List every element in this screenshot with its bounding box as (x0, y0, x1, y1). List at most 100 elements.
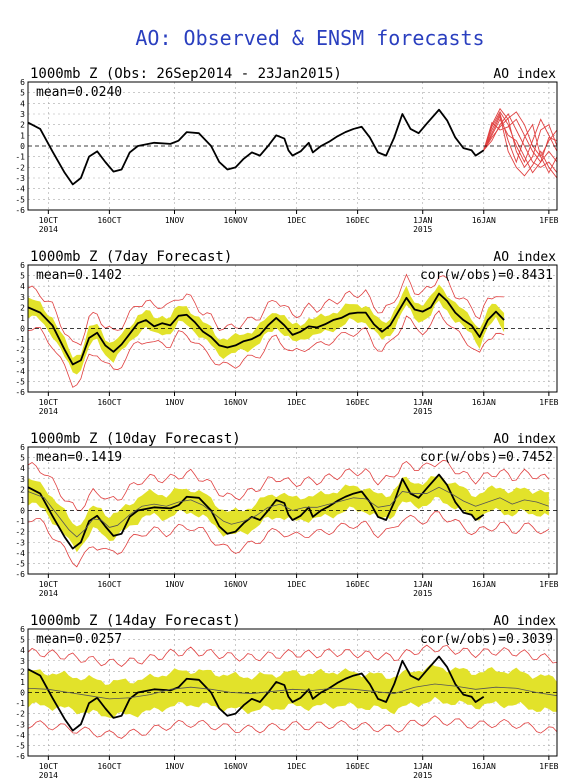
x-tick-label: 1DEC (287, 216, 306, 225)
x-tick-label: 1DEC (287, 762, 306, 771)
x-tick-label: 1NOV (165, 216, 184, 225)
y-tick-label: 5 (20, 636, 25, 645)
correlation-label: cor(w/obs)=0.8431 (420, 268, 553, 283)
y-tick-label: 2 (20, 121, 25, 130)
x-tick-label: 1DEC (287, 580, 306, 589)
envelope-lower (27, 511, 550, 568)
x-tick-label: 16NOV (223, 398, 247, 407)
spread-band (28, 663, 557, 719)
mean-label: mean=0.0240 (36, 85, 122, 100)
observed-ao-line (27, 108, 485, 186)
x-tick-sublabel: 2015 (413, 225, 432, 234)
forecast-member-5 (483, 110, 558, 164)
y-tick-label: 6 (20, 625, 25, 634)
x-tick-sublabel: 2014 (39, 771, 58, 780)
x-tick-label: 16JAN (472, 580, 496, 589)
x-tick-label: 1NOV (165, 398, 184, 407)
x-tick-label: 1NOV (165, 580, 184, 589)
x-tick-label: 1JAN (413, 762, 432, 771)
plot-frame (27, 264, 558, 393)
x-tick-label: 16JAN (472, 762, 496, 771)
panel-title: 1000mb Z (10day Forecast) (30, 431, 241, 447)
mean-label: mean=0.1402 (36, 268, 122, 283)
plot-frame (27, 628, 558, 757)
spread-band (28, 284, 505, 375)
y-tick-label: -4 (15, 367, 25, 376)
plot-frame (27, 81, 558, 211)
y-tick-label: 1 (20, 678, 25, 687)
y-tick-label: -1 (15, 153, 25, 162)
x-tick-sublabel: 2015 (413, 589, 432, 598)
y-tick-label: 2 (20, 667, 25, 676)
y-tick-label: 3 (20, 110, 25, 119)
y-tick-label: 6 (20, 261, 25, 270)
page-title: AO: Observed & ENSM forecasts (135, 26, 485, 50)
x-tick-label: 1JAN (413, 580, 432, 589)
y-tick-label: -2 (15, 163, 25, 172)
x-tick-label: 10CT (39, 216, 58, 225)
x-tick-label: 16NOV (223, 216, 247, 225)
y-tick-label: 4 (20, 464, 25, 473)
y-tick-label: 3 (20, 657, 25, 666)
y-tick-label: -5 (15, 559, 25, 568)
x-tick-sublabel: 2015 (413, 407, 432, 416)
y-tick-label: 1 (20, 496, 25, 505)
x-tick-label: 16DEC (346, 216, 370, 225)
y-tick-label: 5 (20, 454, 25, 463)
y-tick-label: -4 (15, 549, 25, 558)
envelope-lower (27, 715, 558, 739)
x-tick-label: 1FEB (539, 216, 558, 225)
y-tick-label: 6 (20, 443, 25, 452)
panel-index-label: AO index (493, 432, 556, 447)
envelope-upper (27, 644, 558, 667)
ensemble-mean-line (27, 486, 549, 538)
y-tick-label: 6 (20, 78, 25, 87)
y-tick-label: 4 (20, 282, 25, 291)
forecast-member-8 (483, 111, 558, 174)
y-tick-label: 3 (20, 293, 25, 302)
y-tick-label: -5 (15, 741, 25, 750)
observed-ao-line (27, 473, 485, 550)
y-tick-label: -3 (15, 356, 25, 365)
y-tick-label: -6 (15, 206, 25, 215)
y-tick-label: -5 (15, 195, 25, 204)
y-tick-label: 4 (20, 99, 25, 108)
y-tick-label: 0 (20, 142, 25, 151)
panel-index-label: AO index (493, 250, 556, 265)
x-tick-sublabel: 2014 (39, 407, 58, 416)
y-tick-label: -1 (15, 517, 25, 526)
x-tick-label: 1DEC (287, 398, 306, 407)
ensemble-mean-line (27, 683, 558, 700)
y-tick-label: -6 (15, 570, 25, 579)
x-tick-label: 10CT (39, 580, 58, 589)
panel-title: 1000mb Z (14day Forecast) (30, 613, 241, 629)
y-tick-label: 5 (20, 89, 25, 98)
x-tick-label: 1JAN (413, 398, 432, 407)
y-tick-label: -3 (15, 538, 25, 547)
y-tick-label: 4 (20, 646, 25, 655)
forecast-member-3 (483, 118, 558, 174)
x-tick-label: 16DEC (346, 762, 370, 771)
y-tick-label: -3 (15, 720, 25, 729)
correlation-label: cor(w/obs)=0.7452 (420, 450, 553, 465)
x-tick-label: 1FEB (539, 580, 558, 589)
x-tick-label: 16OCT (97, 216, 121, 225)
y-tick-label: -3 (15, 174, 25, 183)
y-tick-label: -6 (15, 388, 25, 397)
x-tick-sublabel: 2014 (39, 589, 58, 598)
x-tick-label: 1JAN (413, 216, 432, 225)
mean-label: mean=0.1419 (36, 450, 122, 465)
y-tick-label: 1 (20, 131, 25, 140)
y-tick-label: 0 (20, 689, 25, 698)
panel-index-label: AO index (493, 614, 556, 629)
y-tick-label: -1 (15, 699, 25, 708)
y-tick-label: -5 (15, 377, 25, 386)
panel-title: 1000mb Z (7day Forecast) (30, 249, 232, 265)
y-tick-label: 3 (20, 475, 25, 484)
y-tick-label: 2 (20, 485, 25, 494)
x-tick-label: 16OCT (97, 398, 121, 407)
y-tick-label: -4 (15, 185, 25, 194)
panel-index-label: AO index (493, 67, 556, 82)
